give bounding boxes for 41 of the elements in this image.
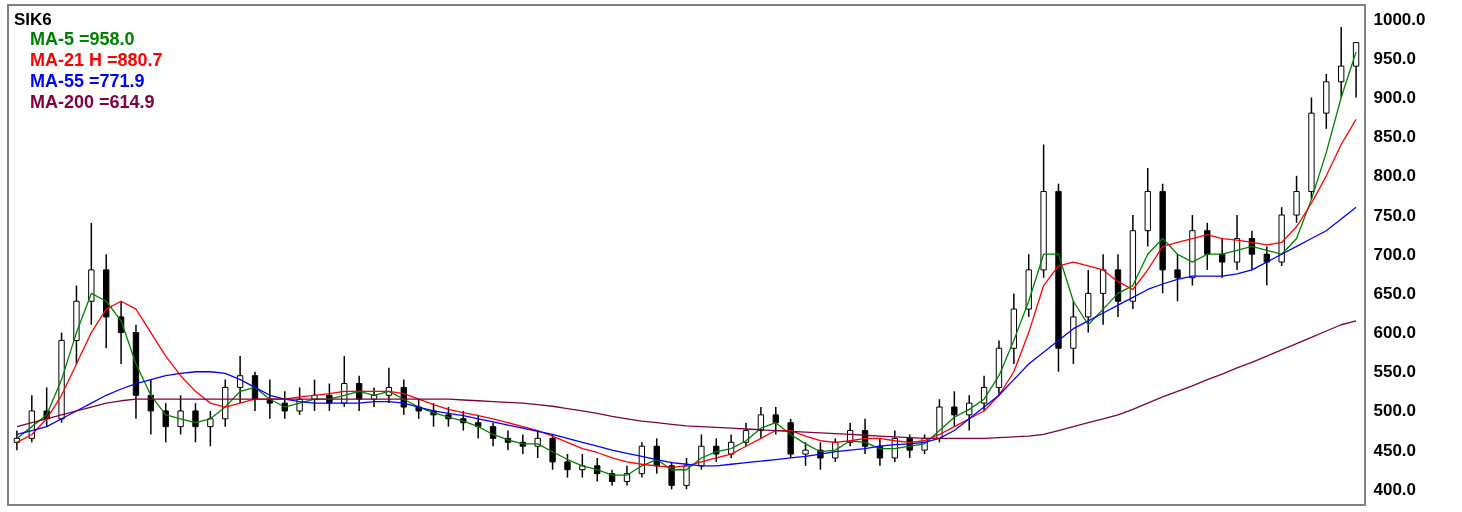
y-tick-label: 850.0 <box>1373 127 1417 147</box>
candlestick <box>177 394 184 436</box>
candlestick <box>475 414 482 440</box>
candlestick <box>668 461 675 491</box>
candlestick <box>281 390 288 420</box>
y-tick-label: 400.0 <box>1373 479 1417 499</box>
candlestick <box>683 457 690 491</box>
y-tick-label: 700.0 <box>1373 244 1417 264</box>
chart-title: SIK6 <box>14 10 52 29</box>
candlestick <box>951 390 958 428</box>
candlestick <box>192 402 199 444</box>
y-tick-label: 900.0 <box>1373 87 1417 107</box>
text: MA-200 =614.9 <box>30 92 155 112</box>
candlestick <box>1293 175 1300 224</box>
y-tick-label: 750.0 <box>1373 205 1417 225</box>
candlestick <box>1338 26 1345 99</box>
y-tick-label: 500.0 <box>1373 401 1417 421</box>
candlestick <box>1204 222 1211 271</box>
candlestick <box>579 453 586 479</box>
candlestick <box>207 410 214 447</box>
candlestick <box>802 441 809 467</box>
y-tick-label: 950.0 <box>1373 48 1417 68</box>
candlestick <box>564 453 571 479</box>
text: MA-5 =958.0 <box>30 29 135 49</box>
candlestick <box>162 402 169 444</box>
y-tick-label: 650.0 <box>1373 283 1417 303</box>
candlestick <box>1263 245 1270 287</box>
candlestick <box>772 406 779 436</box>
y-tick-label: 600.0 <box>1373 323 1417 343</box>
text: MA-55 =771.9 <box>30 71 145 91</box>
candlestick <box>1174 253 1181 302</box>
text: MA-21 H =880.7 <box>30 50 163 70</box>
y-tick-label: 800.0 <box>1373 166 1417 186</box>
candlestick <box>415 398 422 420</box>
candlestick <box>966 394 973 432</box>
y-tick-label: 450.0 <box>1373 440 1417 460</box>
y-tick-label: 550.0 <box>1373 362 1417 382</box>
y-tick-label: 1000.0 <box>1373 9 1426 29</box>
candlestick <box>1085 269 1092 334</box>
candlestick <box>713 437 720 463</box>
candlestick <box>1099 253 1107 326</box>
